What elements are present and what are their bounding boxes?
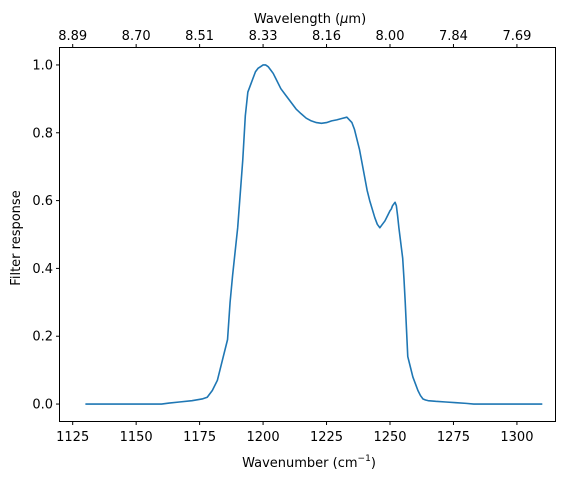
top-axis-label-text: Wavelength ( <box>254 12 340 27</box>
top-tick-label: 8.33 <box>249 29 278 44</box>
x-axis-label-sup: −1 <box>358 454 371 464</box>
y-tick-label: 0.8 <box>32 126 53 141</box>
top-tick-label: 8.00 <box>376 29 405 44</box>
x-tick-label: 1225 <box>310 430 343 445</box>
top-tick-label: 8.70 <box>122 29 151 44</box>
series-line <box>85 64 543 405</box>
x-tick-label: 1200 <box>247 430 280 445</box>
top-axis-label-mu: μ <box>339 12 348 27</box>
y-tick-label: 0.2 <box>32 330 53 345</box>
top-tick-label: 8.16 <box>312 29 341 44</box>
top-tick-label: 8.51 <box>185 29 214 44</box>
x-axis-label-text: Wavenumber (cm <box>242 456 357 471</box>
top-axis-title: Wavelength (μm) <box>254 12 366 27</box>
x-tick-label: 1150 <box>120 430 153 445</box>
top-tick-label: 7.69 <box>502 29 531 44</box>
axes-frame <box>59 47 556 422</box>
y-axis-label: Filter response <box>9 190 24 285</box>
y-tick-label: 0.0 <box>32 398 53 413</box>
plot-area <box>85 64 543 405</box>
y-tick-label: 1.0 <box>32 58 53 73</box>
x-tick-label: 1175 <box>183 430 216 445</box>
x-tick-label: 1250 <box>373 430 406 445</box>
top-axis-label: Wavelength (μm) <box>254 12 366 27</box>
x-axis-label: Wavenumber (cm−1) <box>242 454 376 471</box>
top-tick-label: 8.89 <box>58 29 87 44</box>
x-tick-label: 1300 <box>500 430 533 445</box>
top-tick-label: 7.84 <box>439 29 468 44</box>
x-tick-label: 1125 <box>56 430 89 445</box>
top-axis-label-unit: m) <box>348 12 366 27</box>
y-tick-label: 0.4 <box>32 262 53 277</box>
x-axis-label-close: ) <box>371 456 376 471</box>
y-tick-label: 0.6 <box>32 194 53 209</box>
x-tick-label: 1275 <box>437 430 470 445</box>
